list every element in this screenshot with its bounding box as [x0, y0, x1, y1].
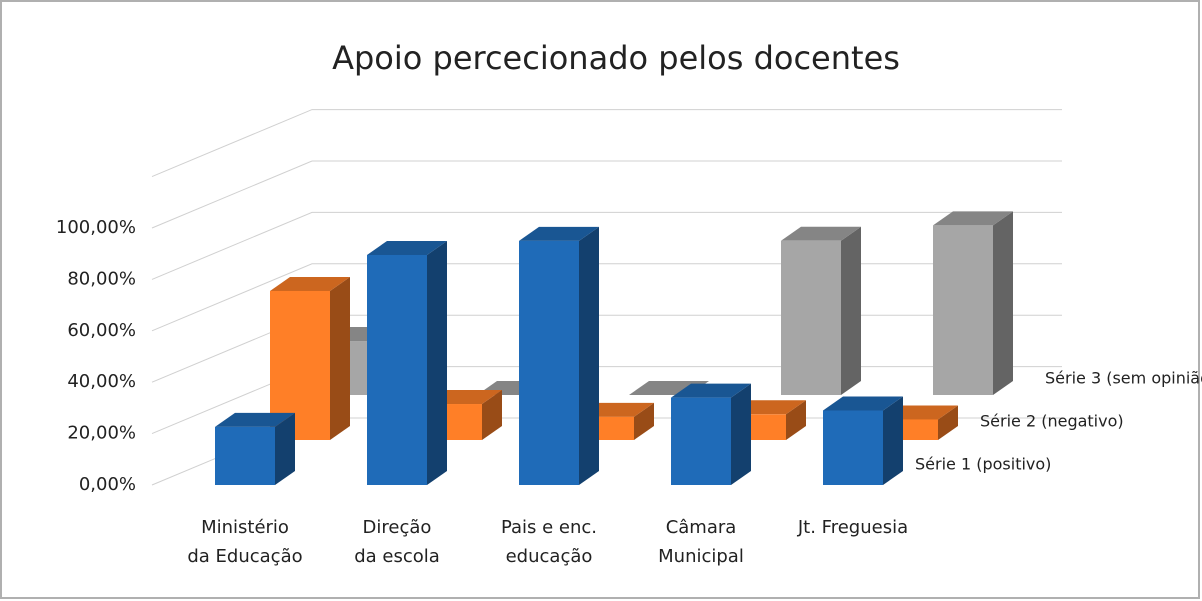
x-tick-label: Ministério da Educação [187, 517, 302, 567]
bar-top [270, 276, 350, 291]
bar [823, 396, 903, 485]
bar-side [731, 383, 751, 485]
bar [519, 226, 599, 485]
x-tick-label: Câmara Municipal [658, 517, 744, 567]
bar-front [933, 225, 993, 395]
y-tick-label: 100,00% [56, 217, 136, 238]
bar-front [519, 240, 579, 485]
bar-side [883, 396, 903, 485]
bar-top [823, 396, 903, 411]
bar-top [367, 240, 447, 255]
bar-side [427, 240, 447, 485]
bar-side [786, 400, 806, 440]
x-tick-label: Direção da escola [354, 517, 440, 567]
bar-front [823, 410, 883, 485]
x-tick-label-line: Municipal [658, 546, 744, 567]
bar-front [781, 240, 841, 395]
bar-top [519, 226, 599, 241]
x-tick-label-line: educação [506, 546, 593, 567]
x-tick-label-line: Ministério [201, 517, 289, 538]
x-tick-label: Jt. Freguesia [797, 517, 908, 538]
y-tick-label: 20,00% [67, 423, 136, 444]
y-tick-label: 0,00% [79, 474, 136, 495]
bar-top [671, 383, 751, 398]
bar-side [993, 211, 1013, 395]
x-tick-label-line: da escola [354, 546, 440, 567]
bar [933, 211, 1013, 395]
x-tick-label-line: Câmara [666, 517, 737, 538]
x-tick-label-line: da Educação [187, 546, 302, 567]
bar-front [671, 397, 731, 485]
x-tick-label: Pais e enc. educação [501, 517, 597, 567]
y-tick-label: 60,00% [67, 320, 136, 341]
bar-top [215, 412, 295, 427]
bar-side [938, 405, 958, 440]
bar-side [482, 390, 502, 440]
bar-side [841, 226, 861, 395]
grid-line [151, 109, 1062, 178]
y-tick-label: 80,00% [67, 268, 136, 289]
bar-side [634, 402, 654, 440]
bar [367, 240, 447, 485]
x-tick-label-line: Direção [363, 517, 432, 538]
bar-top [933, 211, 1013, 226]
bar [215, 412, 295, 485]
series-label: Série 2 (negativo) [980, 412, 1124, 431]
grid-line [151, 211, 1062, 280]
x-tick-label-line: Jt. Freguesia [797, 517, 908, 538]
bar-front [215, 426, 275, 485]
chart-title: Apoio percecionado pelos docentes [332, 39, 900, 77]
bar-side [579, 226, 599, 485]
bar-top [781, 226, 861, 241]
bar-front [367, 254, 427, 485]
bar [671, 383, 751, 485]
series-label: Série 1 (positivo) [915, 455, 1051, 474]
x-tick-label-line: Pais e enc. [501, 517, 597, 538]
series-label: Série 3 (sem opinião) [1045, 369, 1202, 388]
bar [781, 226, 861, 395]
grid-line [151, 160, 1062, 229]
bar-side [330, 276, 350, 440]
y-tick-label: 40,00% [67, 371, 136, 392]
bar-side [275, 412, 295, 485]
